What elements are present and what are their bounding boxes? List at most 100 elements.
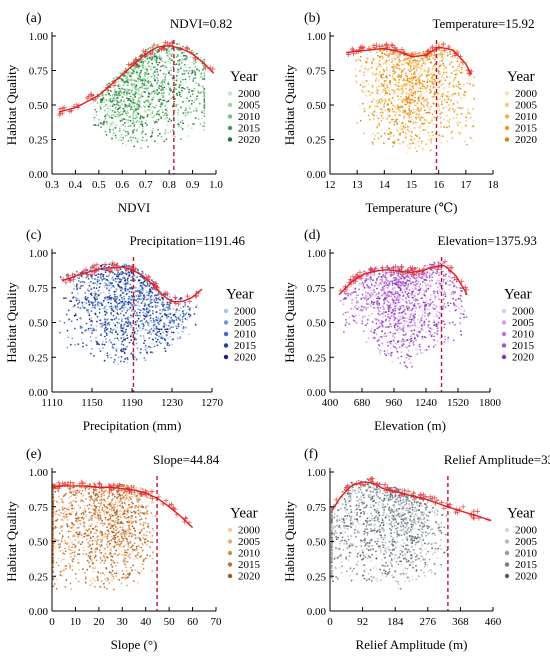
scatter-point: [107, 279, 110, 282]
scatter-point: [94, 336, 97, 339]
scatter-point: [93, 124, 95, 126]
scatter-point: [120, 329, 123, 332]
scatter-point: [167, 100, 170, 103]
scatter-point: [112, 347, 115, 349]
scatter-point: [158, 323, 160, 326]
scatter-point: [167, 309, 170, 312]
scatter-point: [169, 308, 172, 310]
x-tick-label: 12: [325, 179, 336, 191]
scatter-point: [145, 99, 148, 102]
scatter-point: [159, 298, 161, 301]
scatter-point: [136, 128, 139, 131]
scatter-point: [129, 322, 132, 324]
scatter-point: [132, 93, 134, 96]
scatter-point: [101, 322, 104, 325]
scatter-point: [145, 88, 148, 91]
scatter-point: [425, 91, 428, 93]
scatter-point: [399, 74, 402, 77]
scatter-point: [189, 95, 192, 98]
scatter-point: [112, 103, 115, 106]
scatter-point: [365, 294, 367, 297]
scatter-point: [418, 137, 421, 139]
scatter-point: [195, 61, 197, 64]
scatter-point: [122, 271, 124, 274]
scatter-point: [110, 302, 112, 305]
scatter-point: [393, 336, 396, 339]
scatter-point: [97, 273, 100, 275]
scatter-point: [180, 126, 182, 129]
scatter-point: [380, 108, 383, 111]
scatter-point: [430, 78, 433, 81]
scatter-point: [429, 87, 432, 90]
scatter-point: [382, 117, 384, 120]
scatter-point: [112, 279, 115, 281]
scatter-point: [88, 289, 90, 292]
scatter-point: [187, 135, 190, 137]
scatter-point: [379, 63, 381, 66]
scatter-point: [119, 279, 122, 282]
scatter-point: [136, 73, 139, 76]
scatter-point: [153, 327, 156, 330]
scatter-point: [169, 66, 172, 69]
scatter-point: [109, 341, 112, 343]
scatter-point: [402, 304, 404, 307]
scatter-point: [420, 108, 423, 111]
scatter-point: [145, 80, 148, 83]
scatter-point: [421, 297, 423, 299]
scatter-point: [97, 289, 100, 292]
scatter-point: [393, 319, 396, 321]
scatter-point: [388, 110, 391, 113]
scatter-point: [195, 306, 198, 309]
scatter-point: [160, 303, 163, 306]
scatter-point: [444, 79, 447, 82]
scatter-point: [170, 320, 173, 323]
scatter-point: [176, 70, 179, 73]
scatter-point: [358, 70, 361, 73]
scatter-point: [126, 131, 129, 133]
outlier-mark: [141, 48, 147, 54]
scatter-point: [116, 278, 119, 280]
scatter-point: [177, 111, 179, 114]
scatter-point: [117, 85, 120, 88]
scatter-point: [371, 293, 374, 296]
outlier-mark: [150, 50, 156, 56]
scatter-point: [388, 137, 390, 140]
scatter-point: [378, 60, 381, 62]
scatter-point: [97, 294, 100, 296]
scatter-point: [152, 120, 155, 123]
scatter-point: [410, 91, 413, 94]
scatter-point: [122, 281, 125, 284]
scatter-point: [150, 75, 153, 78]
scatter-point: [110, 305, 113, 308]
scatter-point: [160, 342, 162, 345]
scatter-point: [406, 144, 409, 147]
scatter-point: [143, 302, 146, 304]
scatter-point: [165, 314, 168, 317]
scatter-point: [131, 122, 134, 125]
scatter-point: [94, 108, 97, 111]
scatter-point: [402, 109, 405, 112]
scatter-point: [134, 117, 137, 120]
scatter-point: [375, 105, 377, 107]
x-tick-label: 14: [379, 179, 391, 191]
scatter-point: [400, 125, 402, 128]
scatter-point: [461, 85, 464, 88]
scatter-point: [107, 356, 109, 359]
scatter-point: [120, 133, 123, 136]
scatter-point: [188, 66, 191, 69]
scatter-point: [90, 280, 92, 283]
scatter-point: [156, 77, 159, 79]
scatter-point: [90, 317, 93, 319]
scatter-point: [369, 280, 372, 282]
scatter-point: [142, 87, 145, 90]
outlier-mark: [65, 272, 71, 278]
scatter-point: [146, 115, 149, 118]
scatter-point: [114, 76, 117, 79]
scatter-point: [468, 79, 471, 82]
scatter-point: [125, 325, 128, 328]
scatter-point: [406, 112, 409, 115]
scatter-point: [116, 96, 119, 99]
scatter-point: [119, 94, 121, 96]
scatter-point: [382, 62, 385, 65]
